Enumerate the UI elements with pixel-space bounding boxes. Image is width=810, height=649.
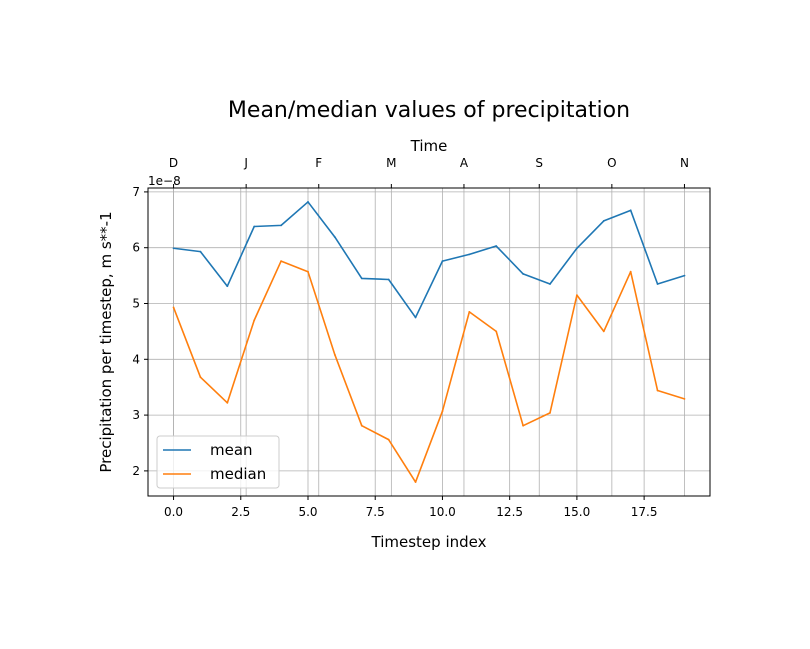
data-point-mean (602, 220, 605, 222)
x-tick-label: 2.5 (231, 505, 250, 519)
x-tick-label: 10.0 (429, 505, 456, 519)
y-tick-label: 6 (132, 241, 140, 255)
chart-title: Mean/median values of precipitation (228, 98, 630, 123)
data-point-median (549, 411, 551, 414)
y-offset-label: 1e−8 (148, 174, 181, 188)
data-point-mean (683, 274, 686, 277)
x-tick-label: 17.5 (631, 505, 658, 519)
y-tick-label: 3 (132, 408, 140, 422)
y-tick-label: 5 (132, 297, 140, 311)
top-tick-label: D (169, 156, 178, 170)
legend-box (156, 435, 280, 489)
data-point-mean (199, 250, 202, 253)
series-lines (172, 201, 686, 483)
data-point-median (575, 294, 578, 297)
data-point-mean (629, 209, 632, 212)
data-point-mean (253, 225, 256, 228)
data-point-mean (333, 236, 336, 239)
axis-ticks: 0.0 2.5 5.0 7.5 10.0 12.5 15.0 17.5 2 3 4 5 6 7 D J F M A S… (132, 156, 689, 519)
data-point-median (253, 319, 256, 322)
legend-label-median: median (210, 465, 266, 483)
data-point-median (683, 398, 686, 400)
top-axis-label: Time (410, 137, 448, 155)
x-axis-label: Timestep index (371, 533, 487, 551)
data-point-median (307, 270, 309, 273)
data-point-mean (172, 247, 175, 250)
top-tick-label: S (535, 156, 543, 170)
data-point-median (468, 310, 471, 313)
x-tick-label: 15.0 (564, 505, 591, 519)
data-point-median (226, 401, 229, 404)
top-tick-label: N (680, 156, 689, 170)
x-tick-label: 7.5 (366, 505, 385, 519)
top-tick-label: J (243, 156, 248, 170)
data-point-median (333, 353, 336, 356)
y-axis-label: Precipitation per timestep, m s**-1 (97, 211, 115, 472)
data-point-mean (307, 201, 309, 203)
data-point-median (441, 410, 444, 413)
series-line-mean (173, 201, 685, 319)
legend-label-mean: mean (210, 441, 253, 459)
top-tick-label: M (386, 156, 396, 170)
data-point-mean (226, 285, 229, 288)
x-tick-label: 0.0 (164, 505, 183, 519)
data-point-mean (414, 316, 417, 319)
y-tick-label: 2 (132, 464, 140, 478)
y-tick-label: 4 (132, 352, 140, 366)
data-point-mean (549, 283, 551, 285)
data-point-mean (575, 247, 578, 250)
top-tick-label: F (315, 156, 322, 170)
x-tick-label: 5.0 (298, 505, 317, 519)
data-point-median (602, 330, 605, 333)
data-point-median (495, 330, 498, 333)
data-point-mean (441, 260, 444, 262)
top-tick-label: A (460, 156, 469, 170)
data-point-mean (280, 224, 283, 227)
data-point-median (629, 270, 632, 273)
data-point-mean (360, 277, 363, 280)
data-point-mean (468, 253, 471, 256)
data-point-median (522, 424, 525, 427)
data-point-mean (495, 245, 498, 247)
data-point-median (387, 438, 390, 441)
data-point-mean (387, 278, 390, 281)
series-line-median (172, 260, 685, 483)
y-tick-label: 7 (132, 185, 140, 199)
data-point-median (656, 389, 659, 392)
data-point-mean (522, 273, 525, 275)
data-point-median (172, 306, 175, 309)
data-point-median (280, 260, 283, 262)
data-point-median (199, 376, 202, 379)
data-point-median (360, 424, 363, 427)
legend: mean median (156, 435, 280, 489)
plot-frame (147, 187, 711, 497)
top-tick-label: O (607, 156, 616, 170)
data-point-mean (656, 283, 659, 285)
data-point-median (414, 481, 417, 483)
x-tick-label: 12.5 (496, 505, 523, 519)
